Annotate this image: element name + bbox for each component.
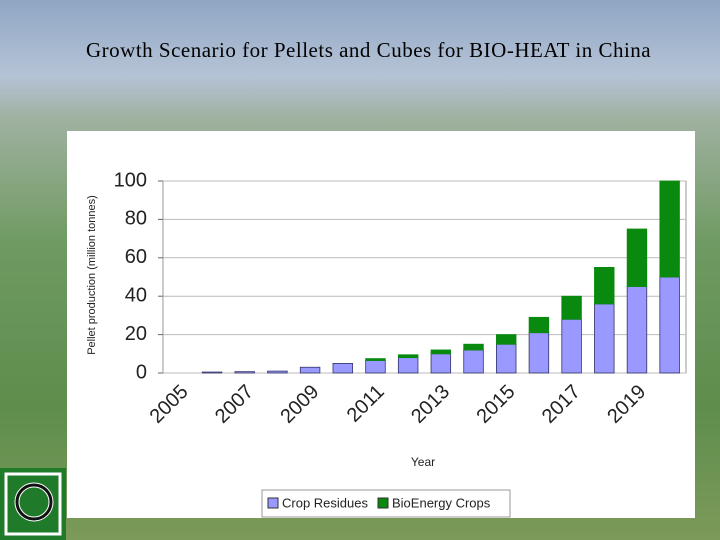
bar-segment: [659, 180, 680, 278]
bar-segment: [528, 316, 550, 334]
chart-panel: [67, 131, 695, 518]
x-axis-label: Year: [411, 455, 435, 469]
bar-segment: [365, 360, 386, 374]
y-tick-label: 40: [125, 284, 147, 306]
bar-segment: [430, 353, 452, 374]
bar-segment: [463, 343, 484, 351]
y-tick-label: 60: [125, 246, 147, 268]
legend: Crop Residues BioEnergy Crops: [261, 489, 511, 518]
bar-segment: [594, 303, 615, 374]
bar-segment: [463, 349, 484, 374]
y-tick-label: 100: [114, 169, 147, 191]
bar-segment: [430, 349, 452, 355]
legend-label: Crop Residues: [282, 495, 368, 510]
y-tick-label: 80: [125, 208, 147, 230]
bar-segment: [299, 366, 321, 374]
bar-segment: [332, 362, 353, 374]
bar-segment: [561, 295, 582, 320]
legend-label: BioEnergy Crops: [392, 495, 491, 510]
slide-title: Growth Scenario for Pellets and Cubes fo…: [86, 38, 652, 62]
bar-segment: [267, 370, 288, 374]
bar-segment: [659, 276, 680, 374]
bar-segment: [365, 358, 386, 361]
bar-segment: [594, 266, 615, 305]
bar-segment: [528, 332, 550, 374]
bar-segment: [626, 286, 648, 374]
legend-swatch: [377, 497, 389, 509]
bar-segment: [496, 343, 517, 374]
bar-segment: [397, 354, 419, 359]
legend-swatch: [267, 497, 279, 509]
logo: [0, 468, 66, 540]
bar-segment: [234, 371, 255, 374]
bar-segment: [201, 371, 223, 374]
bar-segment: [626, 228, 648, 287]
legend-box: [261, 489, 511, 518]
bar-segment: [397, 357, 419, 374]
bar-segment: [561, 318, 582, 374]
y-axis-label: Pellet production (million tonnes): [86, 195, 98, 355]
y-tick-label: 20: [125, 323, 147, 345]
y-tick-label: 0: [136, 361, 147, 383]
bar-segment: [496, 334, 517, 345]
